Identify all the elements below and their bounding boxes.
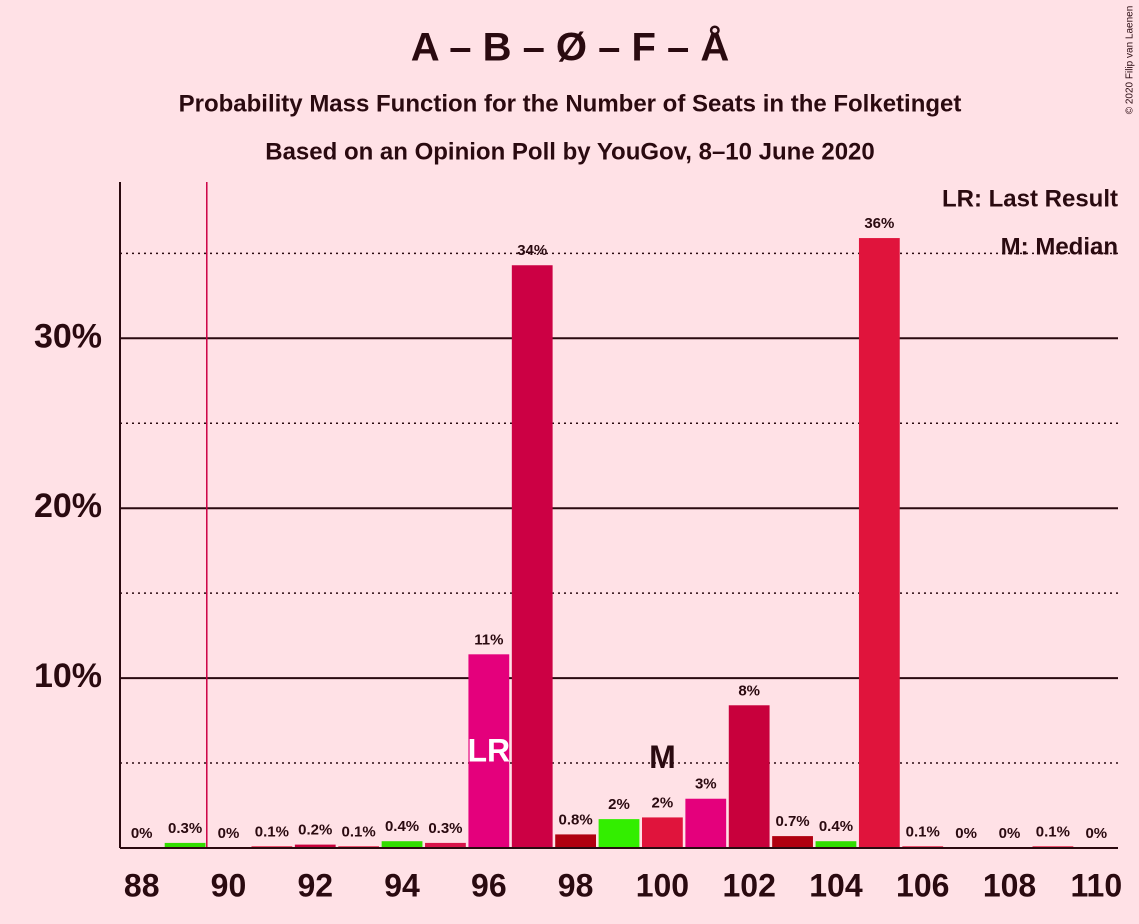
value-label: 0.1% [342, 823, 376, 840]
x-tick-label: 110 [1070, 867, 1122, 903]
y-tick-label: 10% [34, 657, 102, 695]
value-label: 0.3% [428, 820, 462, 837]
value-label: 36% [864, 215, 894, 232]
value-label: 0.3% [168, 820, 202, 837]
value-label: 0.4% [385, 818, 419, 835]
bar [858, 238, 900, 848]
value-label: 0% [999, 825, 1021, 842]
value-label: 0.1% [906, 823, 940, 840]
bar [468, 654, 510, 848]
x-tick-label: 92 [297, 867, 333, 903]
bar [641, 817, 683, 848]
value-label: 8% [738, 682, 760, 699]
chart-subtitle: Probability Mass Function for the Number… [179, 90, 962, 117]
bar [425, 842, 466, 848]
annotation: LR [467, 732, 510, 768]
x-tick-label: 104 [809, 867, 863, 903]
y-tick-label: 20% [34, 487, 102, 525]
annotation: M [649, 739, 676, 775]
chart-title: A – B – Ø – F – Å [411, 25, 730, 70]
bar [598, 819, 640, 848]
value-label: 0.1% [1036, 823, 1070, 840]
bar [294, 844, 336, 848]
bar [164, 842, 206, 848]
value-label: 2% [608, 796, 630, 813]
value-label: 0% [1085, 825, 1107, 842]
x-tick-label: 90 [211, 867, 247, 903]
bar [728, 705, 770, 848]
x-tick-label: 102 [722, 867, 775, 903]
bar [685, 798, 727, 848]
value-label: 0.4% [819, 818, 853, 835]
value-label: 0.8% [559, 811, 593, 828]
value-label: 0.1% [255, 823, 289, 840]
x-tick-label: 96 [471, 867, 507, 903]
y-tick-label: 30% [34, 317, 102, 355]
bar [815, 841, 857, 848]
copyright: © 2020 Filip van Laenen [1125, 6, 1136, 115]
x-tick-label: 106 [896, 867, 949, 903]
x-tick-label: 94 [384, 867, 420, 903]
value-label: 0% [955, 825, 977, 842]
value-label: 3% [695, 776, 717, 793]
value-label: 0.2% [298, 822, 332, 839]
x-tick-label: 88 [124, 867, 160, 903]
value-label: 2% [652, 794, 674, 811]
value-label: 0% [218, 825, 240, 842]
x-tick-label: 98 [558, 867, 594, 903]
value-label: 0.7% [775, 813, 809, 830]
bar [555, 834, 597, 848]
value-label: 11% [474, 631, 503, 648]
x-tick-label: 100 [636, 867, 689, 903]
x-tick-label: 108 [983, 867, 1036, 903]
bar [381, 841, 423, 848]
value-label: 0% [131, 825, 153, 842]
legend-entry: LR: Last Result [942, 185, 1118, 212]
bar [772, 836, 813, 848]
bar [511, 265, 553, 848]
chart-subtitle: Based on an Opinion Poll by YouGov, 8–10… [265, 138, 875, 165]
value-label: 34% [517, 242, 547, 259]
legend-entry: M: Median [1001, 233, 1118, 260]
